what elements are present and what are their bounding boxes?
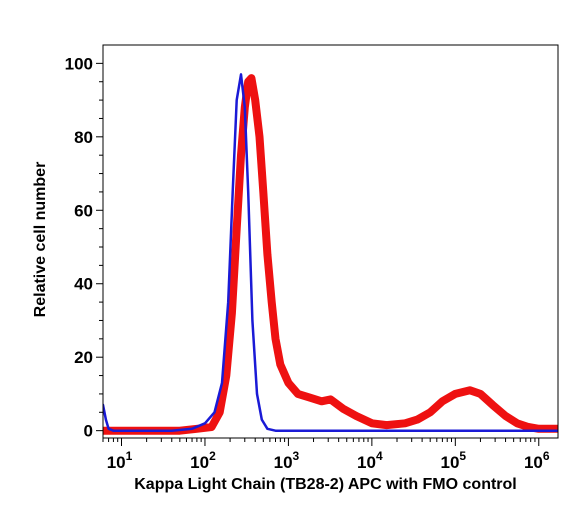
y-tick-label: 80	[74, 128, 93, 147]
x-tick-label: 105	[441, 449, 467, 472]
series-line-red	[103, 74, 558, 435]
x-axis-title: Kappa Light Chain (TB28-2) APC with FMO …	[134, 476, 517, 493]
x-tick-label: 102	[190, 449, 216, 472]
y-axis-title: Relative cell number	[32, 162, 49, 318]
y-tick-label: 40	[74, 275, 93, 294]
y-tick-label: 0	[84, 422, 93, 441]
x-tick-label: 104	[357, 449, 383, 472]
x-tick-label: 101	[107, 449, 133, 472]
axis-ticks: 0 20 40 60 80 100 101 102 103 104 105 106	[65, 54, 550, 472]
x-tick-label: 106	[524, 449, 550, 472]
y-tick-label: 100	[65, 54, 93, 73]
x-tick-label: 103	[274, 449, 300, 472]
series-layer	[103, 73, 558, 435]
plot-frame	[102, 44, 559, 439]
y-tick-label: 60	[74, 201, 93, 220]
y-tick-label: 20	[74, 348, 93, 367]
series-line-blue	[103, 73, 558, 432]
